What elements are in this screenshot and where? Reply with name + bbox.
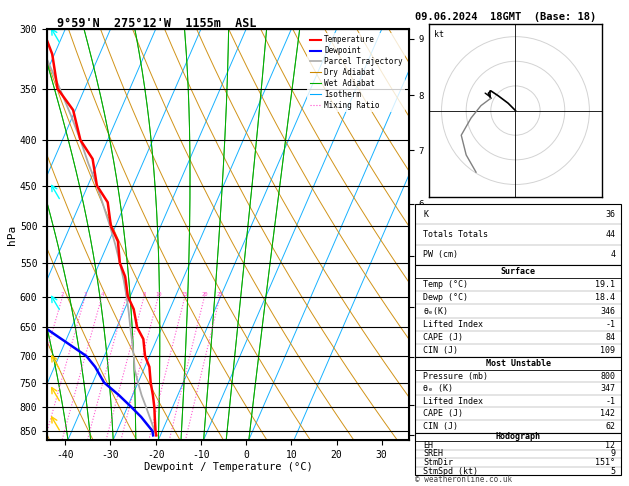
Text: 142: 142 (600, 409, 615, 418)
Text: 10: 10 (155, 292, 162, 296)
Y-axis label: hPa: hPa (7, 225, 17, 244)
Text: CIN (J): CIN (J) (423, 346, 459, 355)
Text: kt: kt (434, 30, 444, 38)
Text: 36: 36 (605, 210, 615, 219)
Text: Surface: Surface (501, 267, 536, 276)
Text: CAPE (J): CAPE (J) (423, 409, 464, 418)
Text: 84: 84 (605, 333, 615, 342)
FancyBboxPatch shape (415, 265, 621, 357)
Legend: Temperature, Dewpoint, Parcel Trajectory, Dry Adiabat, Wet Adiabat, Isotherm, Mi: Temperature, Dewpoint, Parcel Trajectory… (308, 33, 405, 112)
Text: Lifted Index: Lifted Index (423, 397, 484, 406)
FancyBboxPatch shape (415, 357, 621, 433)
FancyBboxPatch shape (415, 204, 621, 265)
Text: 12: 12 (605, 441, 615, 450)
Text: Pressure (mb): Pressure (mb) (423, 371, 488, 381)
Text: 44: 44 (605, 230, 615, 239)
Text: StmSpd (kt): StmSpd (kt) (423, 467, 479, 475)
Text: StmDir: StmDir (423, 458, 454, 467)
Text: Totals Totals: Totals Totals (423, 230, 488, 239)
Text: Hodograph: Hodograph (496, 433, 541, 441)
Text: 3: 3 (84, 292, 87, 296)
Text: © weatheronline.co.uk: © weatheronline.co.uk (415, 474, 512, 484)
Text: Temp (°C): Temp (°C) (423, 280, 469, 289)
Text: K: K (423, 210, 428, 219)
Text: 109: 109 (600, 346, 615, 355)
Text: Most Unstable: Most Unstable (486, 359, 551, 368)
Text: 18.4: 18.4 (595, 294, 615, 302)
Text: Dewp (°C): Dewp (°C) (423, 294, 469, 302)
Text: SREH: SREH (423, 450, 443, 458)
Text: Mixing Ratio (g/kg): Mixing Ratio (g/kg) (438, 208, 448, 302)
Text: CAPE (J): CAPE (J) (423, 333, 464, 342)
Text: 4: 4 (610, 250, 615, 259)
Text: 09.06.2024  18GMT  (Base: 18): 09.06.2024 18GMT (Base: 18) (415, 12, 596, 22)
Text: 5: 5 (610, 467, 615, 475)
Text: θₑ(K): θₑ(K) (423, 307, 448, 315)
Text: 800: 800 (600, 371, 615, 381)
Text: 62: 62 (605, 422, 615, 431)
Text: 347: 347 (600, 384, 615, 393)
Text: 4: 4 (100, 292, 103, 296)
Text: 15: 15 (182, 292, 188, 296)
Text: 25: 25 (217, 292, 223, 296)
Text: 9°59'N  275°12'W  1155m  ASL: 9°59'N 275°12'W 1155m ASL (57, 17, 256, 30)
Text: PW (cm): PW (cm) (423, 250, 459, 259)
X-axis label: Dewpoint / Temperature (°C): Dewpoint / Temperature (°C) (143, 462, 313, 472)
Text: 151°: 151° (595, 458, 615, 467)
Text: θₑ (K): θₑ (K) (423, 384, 454, 393)
Text: 20: 20 (201, 292, 208, 296)
Text: 346: 346 (600, 307, 615, 315)
Text: Lifted Index: Lifted Index (423, 320, 484, 329)
Text: 2: 2 (61, 292, 64, 296)
Text: EH: EH (423, 441, 433, 450)
Y-axis label: km
ASL: km ASL (452, 235, 468, 254)
Text: -1: -1 (605, 397, 615, 406)
Text: CIN (J): CIN (J) (423, 422, 459, 431)
Text: 9: 9 (610, 450, 615, 458)
Text: -1: -1 (605, 320, 615, 329)
Text: 6: 6 (125, 292, 128, 296)
Text: 19.1: 19.1 (595, 280, 615, 289)
FancyBboxPatch shape (415, 433, 621, 475)
Text: 8: 8 (142, 292, 146, 296)
